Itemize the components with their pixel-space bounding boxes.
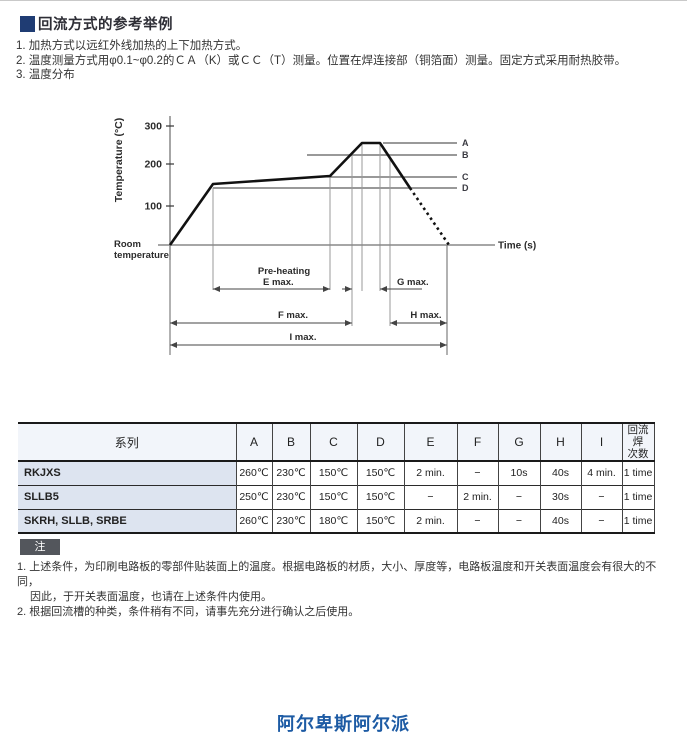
table-row: RKJXS 260℃ 230℃ 150℃ 150℃ 2 min. − 10s 4… (18, 460, 655, 485)
method-note-1: 1. 加热方式以远红外线加热的上下加热方式。 (16, 40, 248, 52)
table-row: SKRH, SLLB, SRBE 260℃ 230℃ 180℃ 150℃ 2 m… (18, 508, 655, 533)
caution-notes: 1. 上述条件，为印刷电路板的零部件贴装面上的温度。根据电路板的材质，大小、厚度… (17, 560, 677, 620)
table-cell: 250℃ (235, 484, 272, 509)
ref-label-c: C (462, 172, 469, 182)
table-cell: − (403, 484, 457, 509)
method-notes: 1. 加热方式以远红外线加热的上下加热方式。 2. 温度测量方式用φ0.1~φ0… (16, 39, 676, 83)
g-max-label: G max. (397, 277, 429, 288)
table-cell: − (497, 508, 540, 533)
y-axis-title: Temperature (°C) (113, 118, 125, 203)
temperature-profile-chart: A B C D 300 200 100 Temperature (°C) Tim… (100, 98, 550, 368)
table-cell: 1 time (621, 460, 655, 485)
profile-curve-solid (168, 141, 412, 246)
table-cell: − (580, 484, 622, 509)
table-cell: 150℃ (356, 460, 404, 485)
table-cell: 230℃ (271, 460, 310, 485)
col-header-h: H (539, 423, 581, 462)
table-cell: 230℃ (271, 484, 310, 509)
col-header-e: E (403, 423, 457, 462)
col-header-d: D (356, 423, 404, 462)
ref-label-a: A (462, 138, 469, 148)
reflow-profile-diagram: A B C D 300 200 100 Temperature (°C) Tim… (113, 116, 536, 355)
section-marker-square (20, 15, 35, 32)
ref-label-d: D (462, 183, 469, 193)
note-badge: 注 (20, 539, 60, 555)
page-top-divider (0, 0, 687, 1)
table-cell: 150℃ (356, 508, 404, 533)
table-cell: 260℃ (235, 460, 272, 485)
table-cell: 1 time (621, 508, 655, 533)
table-cell: 150℃ (309, 484, 357, 509)
table-cell: 4 min. (580, 460, 622, 485)
room-temperature-line1: Room (114, 239, 141, 250)
table-cell: 10s (497, 460, 540, 485)
col-header-c: C (309, 423, 357, 462)
col-header-g: G (497, 423, 540, 462)
page-title: 回流方式的参考举例 (38, 17, 173, 33)
table-cell: − (580, 508, 622, 533)
col-header-a: A (235, 423, 272, 462)
section-header: 回流方式的参考举例 (20, 13, 173, 34)
y-axis-ticks (166, 125, 174, 207)
x-axis-title: Time (s) (498, 241, 536, 252)
col-header-i: I (580, 423, 622, 462)
i-max-label: I max. (290, 332, 317, 343)
alps-alpine-logo-text: 阿尔卑斯阿尔派 (277, 714, 410, 734)
series-name: SLLB5 (18, 484, 236, 509)
table-header-row: 系列 A B C D E F G H I 回流焊 次数 (18, 423, 655, 462)
table-cell: 40s (539, 508, 581, 533)
table-cell: 230℃ (271, 508, 310, 533)
dimension-labels: Pre-heating E max. G max. F max. H max. … (258, 266, 442, 343)
caution-note-1-continued: 因此，于开关表面温度，也请在上述条件内使用。 (30, 591, 272, 603)
h-max-label: H max. (410, 310, 441, 321)
y-tick-label-100: 100 (144, 201, 162, 213)
col-header-b: B (271, 423, 310, 462)
table-cell: 2 min. (403, 508, 457, 533)
table-cell: − (456, 460, 498, 485)
reflow-conditions-table: 系列 A B C D E F G H I 回流焊 次数 RKJXS 260℃ 2… (18, 422, 655, 534)
col-header-f: F (456, 423, 498, 462)
room-temperature-label: Room temperature (114, 239, 169, 261)
guide-lines (169, 143, 448, 355)
table-cell: 30s (539, 484, 581, 509)
table-cell: 150℃ (356, 484, 404, 509)
series-name: RKJXS (18, 460, 236, 485)
col-header-reflow-cycles-line2: 次数 (627, 448, 649, 460)
caution-note-1: 1. 上述条件，为印刷电路板的零部件贴装面上的温度。根据电路板的材质，大小、厚度… (17, 561, 657, 588)
reference-labels: A B C D (462, 138, 469, 193)
table-cell: 180℃ (309, 508, 357, 533)
caution-note-2: 2. 根据回流槽的种类，条件稍有不同，请事先充分进行确认之后使用。 (17, 606, 360, 618)
y-tick-label-200: 200 (144, 159, 162, 171)
room-temperature-line2: temperature (114, 250, 169, 261)
y-tick-labels: 300 200 100 (144, 121, 162, 213)
col-header-reflow-cycles: 回流焊 次数 (621, 423, 655, 462)
preheating-label: Pre-heating (258, 266, 310, 277)
table-cell: 2 min. (403, 460, 457, 485)
col-header-series: 系列 (18, 423, 236, 462)
table-cell: 260℃ (235, 508, 272, 533)
table-cell: 1 time (621, 484, 655, 509)
profile-curve-cooling-dashed (408, 187, 451, 246)
method-note-2: 2. 温度测量方式用φ0.1~φ0.2的ＣＡ（K）或ＣＣ（T）测量。位置在焊连接… (16, 54, 627, 67)
col-header-reflow-cycles-line1: 回流焊 (627, 424, 649, 448)
y-tick-label-300: 300 (144, 121, 162, 133)
ref-label-b: B (462, 150, 469, 160)
dimension-lines (170, 286, 447, 348)
table-cell: − (497, 484, 540, 509)
table-cell: 150℃ (309, 460, 357, 485)
method-note-3: 3. 温度分布 (16, 69, 75, 81)
f-max-label: F max. (278, 310, 308, 321)
table-cell: 40s (539, 460, 581, 485)
table-cell: 2 min. (456, 484, 498, 509)
e-max-label: E max. (263, 277, 294, 288)
series-name: SKRH, SLLB, SRBE (18, 508, 236, 533)
table-cell: − (456, 508, 498, 533)
table-row: SLLB5 250℃ 230℃ 150℃ 150℃ − 2 min. − 30s… (18, 484, 655, 509)
